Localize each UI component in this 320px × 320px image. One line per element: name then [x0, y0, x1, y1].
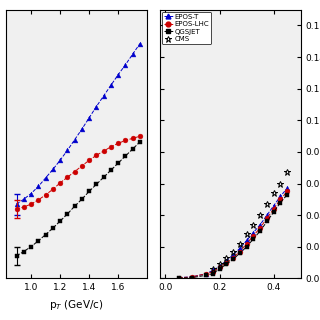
Legend: EPOS-T, EPOS-LHC, QGSJET, CMS: EPOS-T, EPOS-LHC, QGSJET, CMS — [162, 12, 211, 44]
X-axis label: p$_{T}$ (GeV/c): p$_{T}$ (GeV/c) — [50, 298, 104, 312]
